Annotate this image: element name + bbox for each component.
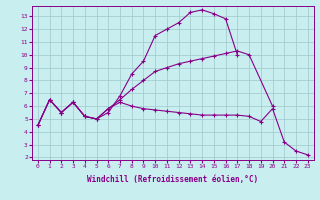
X-axis label: Windchill (Refroidissement éolien,°C): Windchill (Refroidissement éolien,°C) [87, 175, 258, 184]
